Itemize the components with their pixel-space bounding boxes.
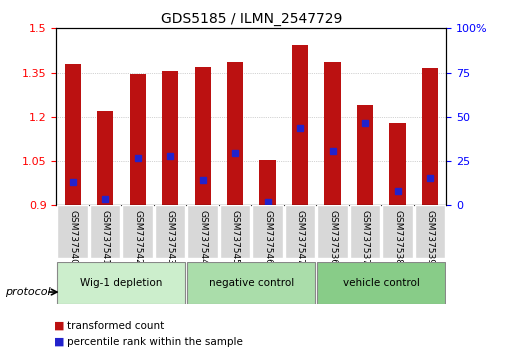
Bar [389,123,406,205]
Bar [260,160,275,205]
FancyBboxPatch shape [187,262,315,304]
Text: GSM737540: GSM737540 [68,210,77,264]
Bar [129,74,146,205]
FancyBboxPatch shape [155,205,185,258]
Text: GSM737537: GSM737537 [361,210,369,264]
Title: GDS5185 / ILMN_2547729: GDS5185 / ILMN_2547729 [161,12,342,26]
Bar [162,71,179,205]
FancyBboxPatch shape [415,205,445,258]
FancyBboxPatch shape [123,205,153,258]
Text: ■: ■ [54,321,64,331]
Text: negative control: negative control [209,278,294,288]
Text: percentile rank within the sample: percentile rank within the sample [67,337,243,347]
Bar [194,67,211,205]
Bar [65,64,81,205]
FancyBboxPatch shape [57,262,185,304]
FancyBboxPatch shape [318,205,348,258]
Text: GSM737543: GSM737543 [166,210,174,264]
Text: GSM737542: GSM737542 [133,210,142,264]
Text: GSM737538: GSM737538 [393,210,402,264]
Bar [227,62,243,205]
Text: ■: ■ [54,337,64,347]
Text: GSM737539: GSM737539 [426,210,435,264]
Text: GSM737544: GSM737544 [198,210,207,264]
Text: protocol: protocol [5,287,51,297]
FancyBboxPatch shape [57,205,88,258]
Text: GSM737546: GSM737546 [263,210,272,264]
Text: GSM737547: GSM737547 [295,210,305,264]
Bar [97,111,113,205]
FancyBboxPatch shape [350,205,380,258]
Bar [422,68,438,205]
Bar [324,62,341,205]
Text: GSM737541: GSM737541 [101,210,110,264]
Text: transformed count: transformed count [67,321,164,331]
Text: GSM737536: GSM737536 [328,210,337,264]
FancyBboxPatch shape [90,205,121,258]
Bar [357,105,373,205]
FancyBboxPatch shape [220,205,250,258]
FancyBboxPatch shape [252,205,283,258]
FancyBboxPatch shape [382,205,413,258]
FancyBboxPatch shape [187,205,218,258]
FancyBboxPatch shape [285,205,315,258]
Text: GSM737545: GSM737545 [231,210,240,264]
Text: vehicle control: vehicle control [343,278,420,288]
Bar [292,45,308,205]
Text: Wig-1 depletion: Wig-1 depletion [80,278,163,288]
FancyBboxPatch shape [318,262,445,304]
